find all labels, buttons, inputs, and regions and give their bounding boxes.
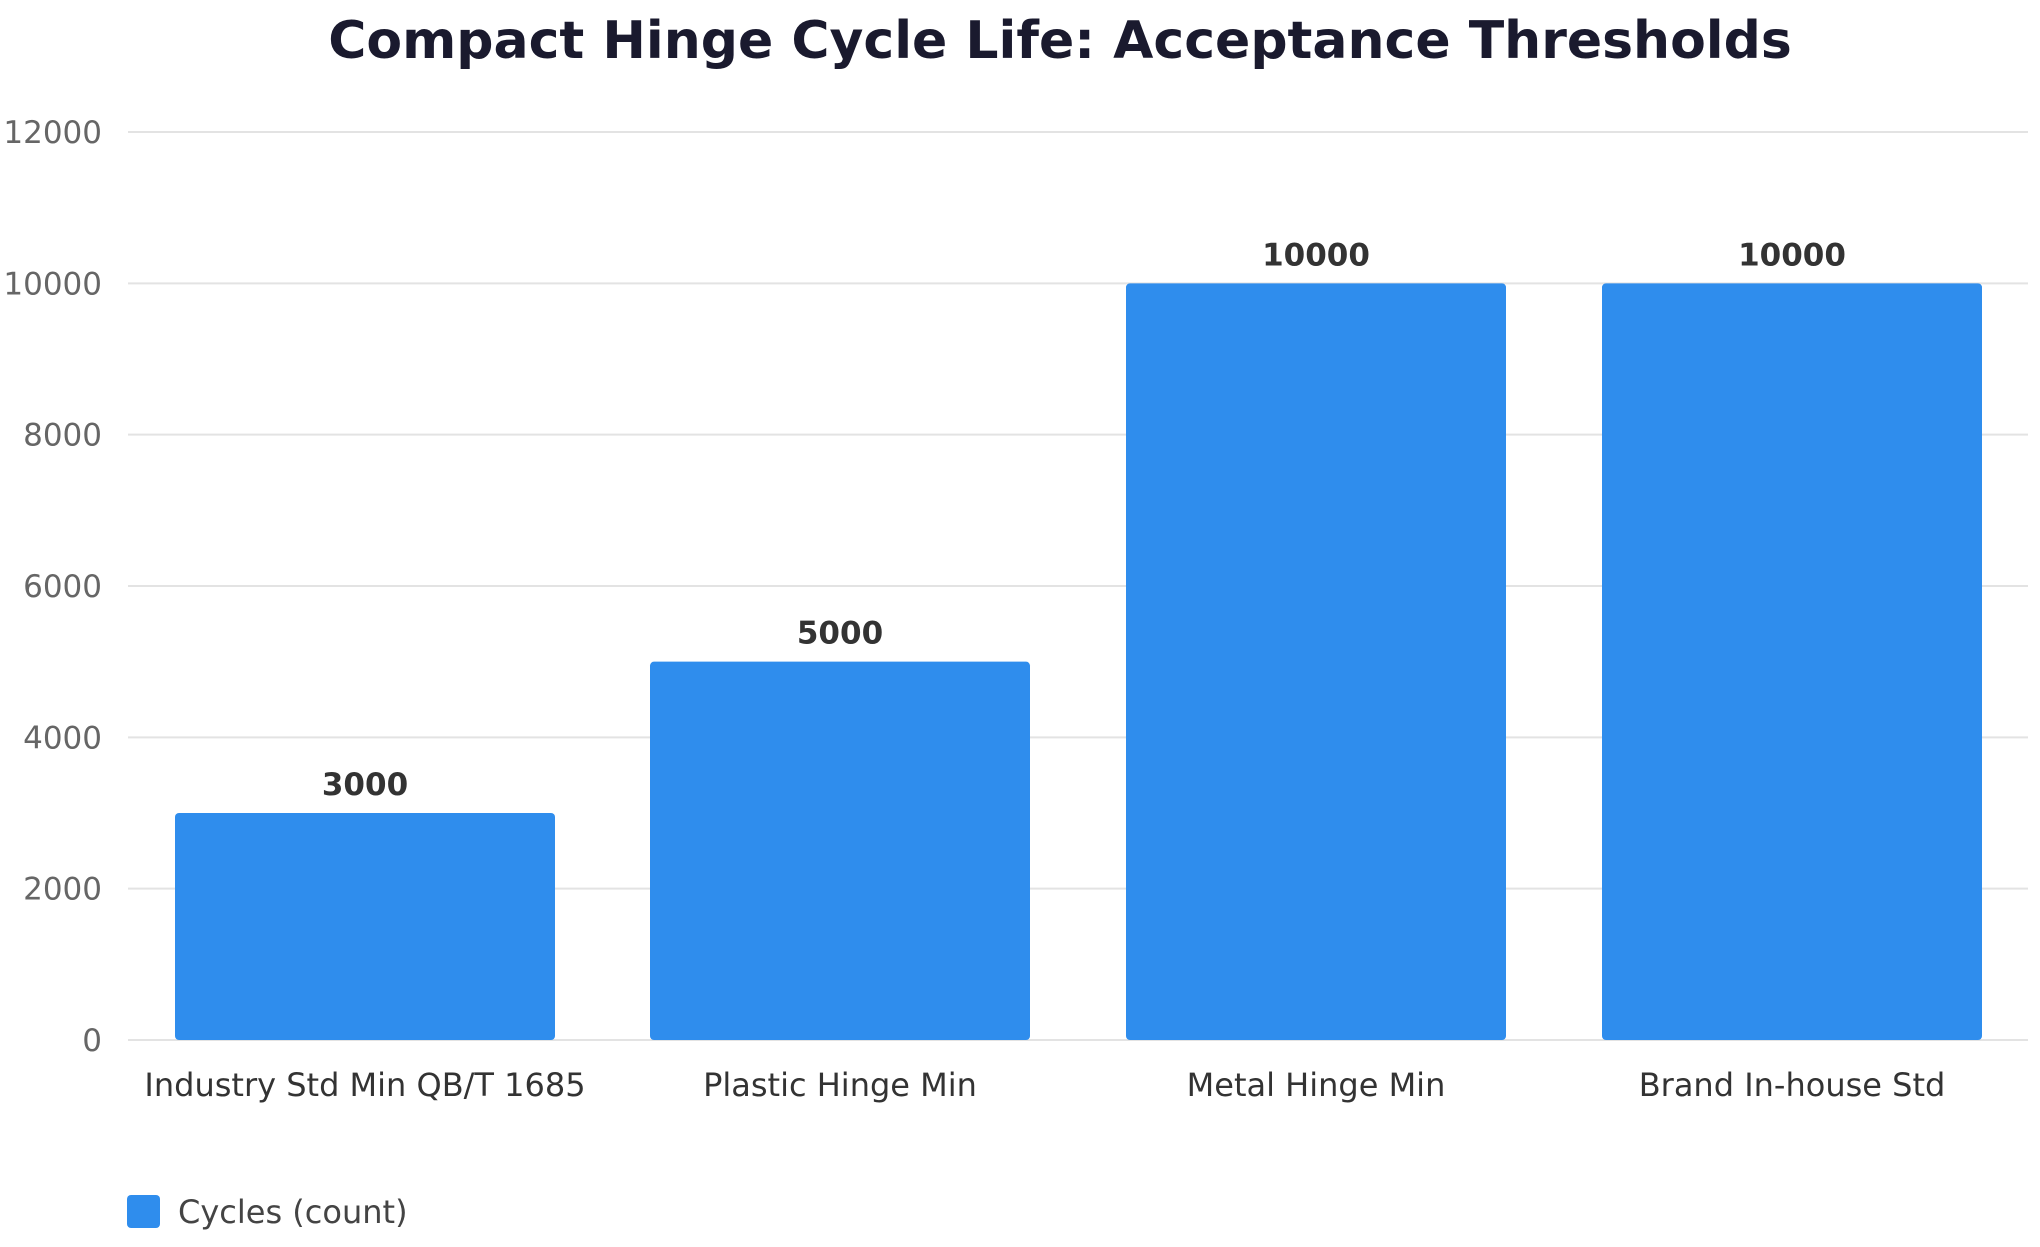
data-label-3: 10000 xyxy=(1262,237,1370,273)
bar-1 xyxy=(175,813,555,1040)
y-tick-label: 6000 xyxy=(23,569,102,605)
x-category-label-3: Metal Hinge Min xyxy=(1187,1066,1446,1104)
y-tick-label: 0 xyxy=(82,1023,102,1059)
legend-label: Cycles (count) xyxy=(178,1193,408,1231)
x-axis-categories: Industry Std Min QB/T 1685 Plastic Hinge … xyxy=(144,1066,1945,1104)
bar-3 xyxy=(1126,283,1506,1040)
y-tick-label: 12000 xyxy=(3,115,102,151)
chart-title: Compact Hinge Cycle Life: Acceptance Thr… xyxy=(328,11,1792,71)
data-label-4: 10000 xyxy=(1738,237,1846,273)
bars xyxy=(175,283,1982,1040)
data-label-2: 5000 xyxy=(797,616,883,652)
y-tick-label: 2000 xyxy=(23,872,102,908)
y-tick-label: 4000 xyxy=(23,720,102,756)
y-tick-label: 10000 xyxy=(3,266,102,302)
legend: Cycles (count) xyxy=(127,1193,408,1231)
x-category-label-4: Brand In-house Std xyxy=(1639,1066,1946,1104)
y-tick-label: 8000 xyxy=(23,418,102,454)
x-category-label-2: Plastic Hinge Min xyxy=(703,1066,977,1104)
x-category-label-1: Industry Std Min QB/T 1685 xyxy=(144,1066,585,1104)
data-labels: 3000 5000 10000 10000 xyxy=(322,237,1846,803)
y-axis-ticks: 0 2000 4000 6000 8000 10000 12000 xyxy=(3,115,102,1059)
data-label-1: 3000 xyxy=(322,767,408,803)
bar-2 xyxy=(650,661,1030,1040)
bar-4 xyxy=(1602,283,1982,1040)
legend-swatch xyxy=(127,1195,160,1228)
